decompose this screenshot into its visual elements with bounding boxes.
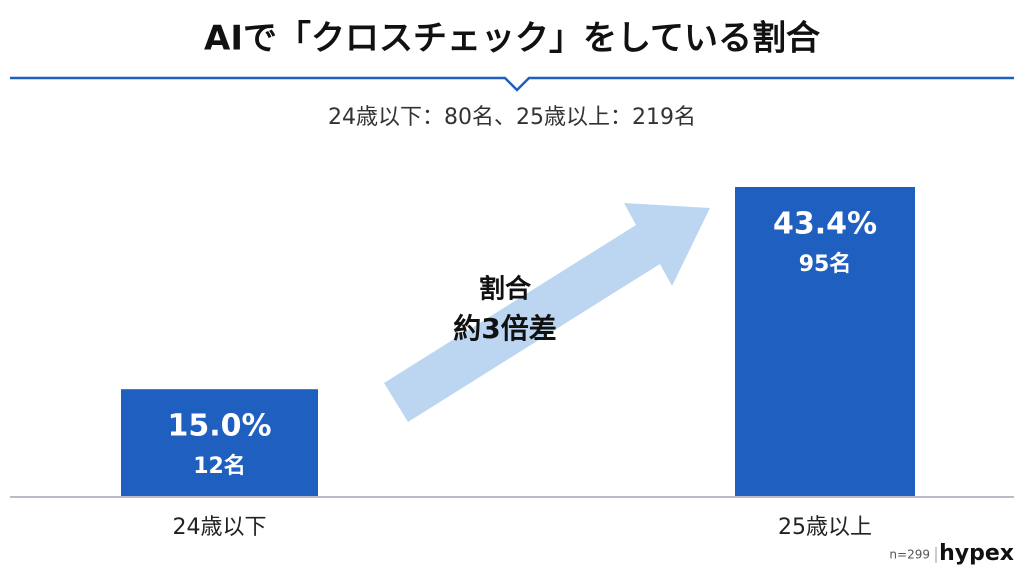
annotation: 約3倍差 xyxy=(453,312,556,345)
count-label: 12名 xyxy=(193,453,246,479)
bar xyxy=(735,186,915,496)
subtitle: 24歳以下：80名、25歳以上：219名 xyxy=(328,105,696,130)
value-label: 15.0% xyxy=(167,409,271,444)
title-rule xyxy=(10,76,1014,92)
sample-note: n=299 xyxy=(889,548,930,562)
x-tick-label: 24歳以下 xyxy=(173,515,267,540)
brand: hypex xyxy=(939,541,1014,566)
arrow xyxy=(384,203,710,422)
bar xyxy=(121,389,318,496)
annotation: 割合 xyxy=(479,274,532,305)
x-tick-label: 25歳以上 xyxy=(778,515,872,540)
count-label: 95名 xyxy=(799,251,852,277)
chart-title: AIで「クロスチェック」をしている割合 xyxy=(204,19,820,59)
value-label: 43.4% xyxy=(773,206,877,241)
